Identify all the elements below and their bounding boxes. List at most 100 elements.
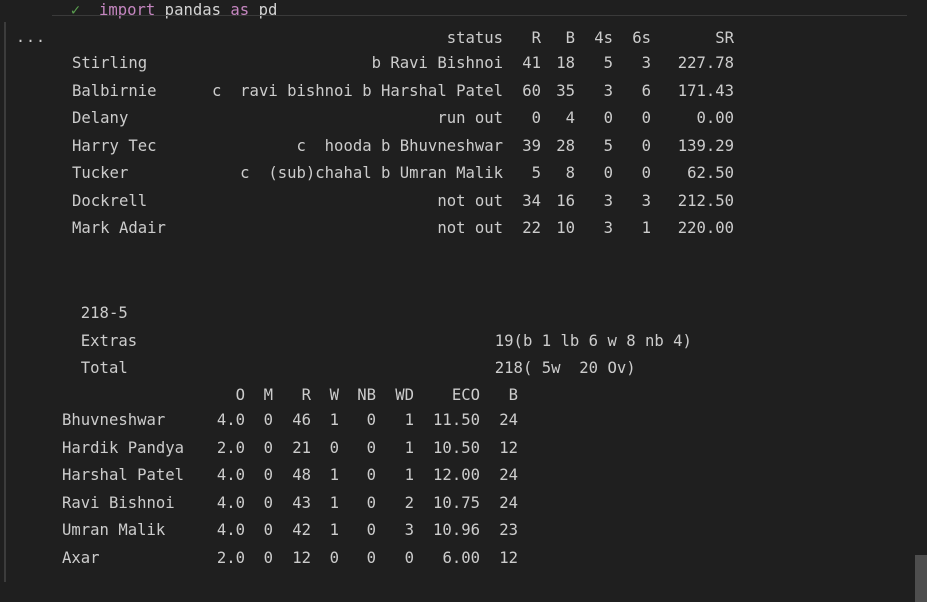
batting-cell-batter-name: Tucker [72,164,129,182]
batting-cell-batter-name: Delany [72,109,129,127]
batting-cell-dismissal-status: c ravi bishnoi b Harshal Patel [212,81,504,100]
batting-cell-strike-rate: 171.43 [677,81,735,100]
bowling-header-row: O M R W NB WD ECO B [62,383,518,407]
bowling-row: Bhuvneshwar 4.0 0 46 1 0 1 11.50 24 [62,407,518,435]
batting-cell-balls: 28 [556,136,576,155]
batting-header-row: status R B 4s 6s SR [72,26,734,50]
bowling-cell-bowler-name: Harshal Patel [62,466,185,484]
bowling-cell-bowler-name: Umran Malik [62,521,166,539]
bowling-cell-bowler-name: Axar [62,548,100,567]
bowling-header-no-balls: NB [357,386,376,404]
bowling-header-maidens: M [263,386,273,404]
bowling-cell-runs: 12 [292,548,311,567]
extras-line: Extras 19(b 1 lb 6 w 8 nb 4) [62,300,692,355]
batting-header-strike-rate: SR [715,29,735,47]
bowling-cell-overs: 4.0 [216,466,245,484]
bowling-cell-no-balls: 0 [366,438,376,457]
bowling-cell-runs: 43 [292,493,311,512]
batting-cell-balls: 4 [565,109,576,127]
total-label: Total [80,358,128,377]
batting-row: Mark Adair not out 22 10 3 1 220.00 [72,215,734,243]
vertical-scrollbar[interactable] [913,0,927,602]
bowling-cell-bowler-name: Ravi Bishnoi [62,493,175,512]
bowling-cell-bowler-name: Bhuvneshwar [62,411,166,429]
bowling-cell-no-balls: 0 [366,493,376,512]
batting-cell-fours: 5 [603,136,614,155]
bowling-cell-no-balls: 0 [366,548,376,567]
bowling-cell-runs: 21 [292,438,311,457]
batting-cell-runs: 41 [522,54,542,72]
bowling-cell-maidens: 0 [263,438,273,457]
batting-cell-sixes: 3 [641,191,652,210]
bowling-header-overs: O [235,386,245,404]
bowling-cell-maidens: 0 [263,466,273,484]
batting-table: status R B 4s 6s SR Stirling b Ravi Bishn… [72,26,734,243]
bowling-cell-economy: 12.00 [433,466,480,484]
batting-cell-balls: 10 [556,219,576,237]
batting-rows: Stirling b Ravi Bishnoi 41 18 5 3 227.78 Balbir… [72,50,734,243]
batting-cell-fours: 0 [603,164,614,182]
batting-cell-strike-rate: 0.00 [696,109,735,127]
bowling-row: Hardik Pandya 2.0 0 21 0 0 1 10.50 12 [62,435,518,463]
output-gutter-bar[interactable] [4,22,6,582]
bowling-header-wides: WD [395,386,414,404]
bowling-cell-overs: 4.0 [216,411,245,429]
batting-cell-fours: 3 [603,191,614,210]
batting-cell-strike-rate: 220.00 [677,219,735,237]
bowling-cell-economy: 10.96 [433,521,480,539]
batting-cell-fours: 3 [603,219,614,237]
batting-cell-dismissal-status: b Ravi Bishnoi [371,54,504,72]
batting-row: Stirling b Ravi Bishnoi 41 18 5 3 227.78 [72,50,734,78]
scrollbar-thumb[interactable] [915,555,927,602]
batting-cell-balls: 8 [565,164,576,182]
extras-label: Extras [80,331,138,350]
batting-cell-runs: 60 [522,81,542,100]
batting-cell-balls: 35 [556,81,576,100]
bowling-rows: Bhuvneshwar 4.0 0 46 1 0 1 11.50 24 Hardik Pandya… [62,407,518,572]
batting-cell-balls: 16 [556,191,576,210]
bowling-row: Harshal Patel 4.0 0 48 1 0 1 12.00 24 [62,462,518,490]
score-value: 218-5 [80,303,128,322]
code-alias: pd [249,1,278,19]
bowling-cell-wickets: 1 [329,493,339,512]
batting-cell-runs: 34 [522,191,542,210]
bowling-cell-wickets: 1 [329,466,339,484]
batting-cell-balls: 18 [556,54,576,72]
bowling-cell-runs: 48 [292,466,311,484]
output-more-actions-button[interactable]: ... [16,28,47,46]
bowling-cell-balls: 24 [499,466,518,484]
batting-cell-dismissal-status: not out [437,219,504,237]
batting-cell-runs: 39 [522,136,542,155]
bowling-cell-wickets: 0 [329,548,339,567]
bowling-row: Axar 2.0 0 12 0 0 0 6.00 12 [62,545,518,573]
bowling-cell-balls: 24 [499,493,518,512]
batting-cell-runs: 22 [522,219,542,237]
bowling-cell-runs: 42 [292,521,311,539]
cell-separator [52,15,907,16]
bowling-cell-maidens: 0 [263,411,273,429]
bowling-cell-balls: 12 [499,438,518,457]
batting-row: Harry Tec c hooda b Bhuvneshwar 39 28 5 0 139.… [72,133,734,161]
batting-cell-strike-rate: 62.50 [687,164,735,182]
bowling-cell-economy: 10.75 [433,493,480,512]
bowling-cell-wides: 1 [404,438,414,457]
batting-header-sixes: 6s [632,29,652,47]
code-cell-source[interactable]: ✓ import pandas as pd [52,0,278,18]
batting-row: Delany run out 0 4 0 0 0.00 [72,105,734,133]
bowling-cell-no-balls: 0 [366,411,376,429]
batting-row: Balbirnie c ravi bishnoi b Harshal Patel 6… [72,78,734,106]
bowling-table: O M R W NB WD ECO B Bhuvneshwar 4.0 0 46 1 0 1… [62,383,518,572]
batting-cell-runs: 0 [531,109,542,127]
batting-row: Tucker c (sub)chahal b Umran Malik 5 8 0 0 62.… [72,160,734,188]
batting-cell-batter-name: Stirling [72,54,148,72]
bowling-cell-maidens: 0 [263,548,273,567]
bowling-cell-wides: 2 [404,493,414,512]
extras-value: 19(b 1 lb 6 w 8 nb 4) [494,331,692,350]
batting-cell-dismissal-status: c (sub)chahal b Umran Malik [240,164,504,182]
bowling-cell-runs: 46 [292,411,311,429]
batting-header-status: status [446,29,504,47]
batting-cell-strike-rate: 212.50 [677,191,735,210]
bowling-cell-wides: 0 [404,548,414,567]
total-line: Total 218( 5w 20 Ov) [62,327,636,382]
bowling-cell-no-balls: 0 [366,521,376,539]
